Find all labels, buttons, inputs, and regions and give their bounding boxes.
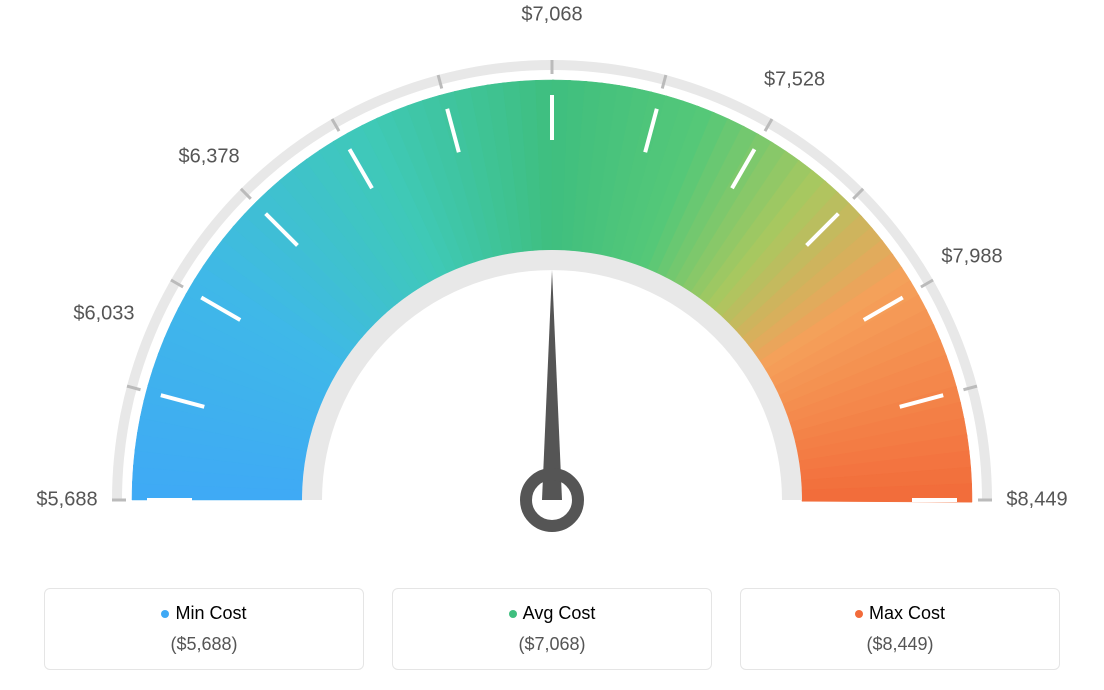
legend-value-min: ($5,688) — [45, 634, 363, 655]
legend-dot-max — [855, 610, 863, 618]
legend-title-max: Max Cost — [741, 603, 1059, 624]
gauge-tick-label: $6,378 — [178, 146, 239, 169]
legend-label-avg: Avg Cost — [523, 603, 596, 623]
gauge-tick-label: $7,528 — [764, 69, 825, 92]
gauge-tick-label: $7,988 — [941, 246, 1002, 269]
legend-dot-avg — [509, 610, 517, 618]
gauge-tick-label: $8,449 — [1006, 489, 1067, 512]
gauge-needle — [542, 270, 562, 500]
gauge-tick-label: $6,033 — [73, 303, 134, 326]
legend-label-min: Min Cost — [175, 603, 246, 623]
legend-card-max: Max Cost ($8,449) — [740, 588, 1060, 670]
legend-row: Min Cost ($5,688) Avg Cost ($7,068) Max … — [0, 588, 1104, 670]
legend-title-avg: Avg Cost — [393, 603, 711, 624]
gauge-area: $5,688 $6,033 $6,378 $7,068 $7,528 $7,988 $8,4… — [0, 0, 1104, 560]
gauge-tick-label: $5,688 — [36, 489, 97, 512]
legend-card-min: Min Cost ($5,688) — [44, 588, 364, 670]
legend-value-max: ($8,449) — [741, 634, 1059, 655]
legend-dot-min — [161, 610, 169, 618]
legend-value-avg: ($7,068) — [393, 634, 711, 655]
legend-card-avg: Avg Cost ($7,068) — [392, 588, 712, 670]
gauge-svg — [0, 0, 1104, 560]
cost-gauge-container: $5,688 $6,033 $6,378 $7,068 $7,528 $7,988 $8,4… — [0, 0, 1104, 690]
gauge-tick-label: $7,068 — [521, 4, 582, 27]
legend-label-max: Max Cost — [869, 603, 945, 623]
legend-title-min: Min Cost — [45, 603, 363, 624]
